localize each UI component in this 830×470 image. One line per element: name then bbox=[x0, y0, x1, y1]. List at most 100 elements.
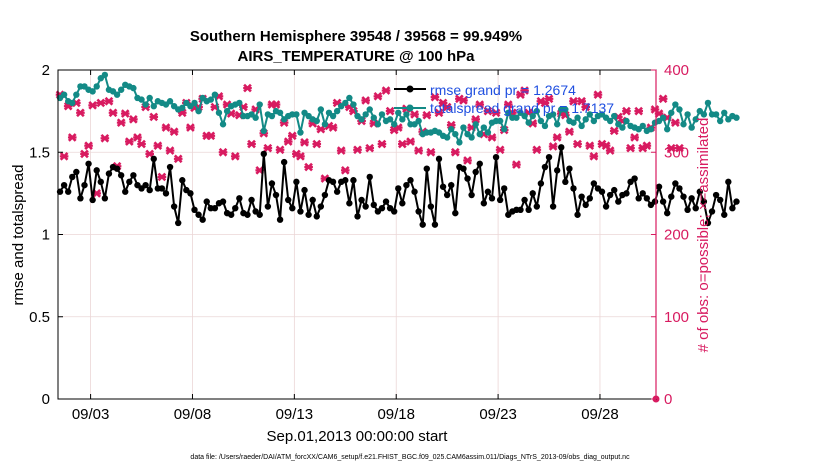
obs-point bbox=[622, 106, 631, 116]
spread-point bbox=[582, 116, 589, 123]
rmse-point bbox=[105, 170, 113, 177]
rmse-point bbox=[439, 183, 447, 190]
obs-point bbox=[483, 106, 493, 116]
spread-point bbox=[484, 129, 492, 136]
obs-point bbox=[230, 152, 240, 161]
rmse-point bbox=[64, 188, 72, 195]
obs-point bbox=[206, 131, 216, 141]
spread-point bbox=[688, 124, 695, 131]
obs-point bbox=[161, 123, 171, 132]
rmse-point bbox=[232, 204, 239, 212]
spread-point bbox=[721, 109, 728, 116]
rmse-point bbox=[537, 180, 545, 187]
rmse-point bbox=[708, 208, 716, 215]
y-left-tick-label: 0.5 bbox=[29, 309, 50, 326]
rmse-point bbox=[659, 198, 667, 205]
spread-point bbox=[399, 116, 406, 123]
spread-point bbox=[211, 91, 219, 98]
spread-point bbox=[146, 94, 153, 102]
rmse-point bbox=[333, 188, 341, 195]
spread-point bbox=[73, 91, 80, 98]
rmse-point bbox=[97, 178, 104, 186]
rmse-point bbox=[289, 204, 296, 212]
rmse-point bbox=[590, 180, 598, 187]
obs-point bbox=[671, 118, 680, 127]
rmse-point bbox=[85, 160, 92, 167]
obs-point bbox=[532, 145, 542, 155]
rmse-point bbox=[733, 198, 740, 205]
spread-point bbox=[525, 119, 532, 126]
rmse-point bbox=[549, 203, 557, 210]
rmse-point bbox=[415, 208, 422, 215]
rmse-point bbox=[460, 165, 467, 172]
obs-point bbox=[544, 94, 554, 104]
obs-point bbox=[520, 86, 529, 95]
rmse-point bbox=[166, 163, 174, 171]
rmse-point bbox=[476, 160, 483, 167]
rmse-point bbox=[443, 191, 451, 199]
rmse-point bbox=[684, 206, 691, 214]
rmse-point bbox=[606, 191, 614, 199]
spread-point bbox=[647, 126, 655, 133]
rmse-point bbox=[578, 193, 585, 200]
y-left-tick-label: 2 bbox=[42, 62, 50, 79]
rmse-point bbox=[175, 219, 182, 227]
rmse-point bbox=[378, 204, 386, 212]
rmse-point bbox=[89, 196, 96, 204]
spread-point bbox=[370, 114, 378, 121]
obs-point bbox=[385, 106, 395, 116]
obs-point bbox=[585, 141, 595, 150]
y-axis-right-label: # of obs: o=possible; ×=assimilated bbox=[695, 118, 712, 353]
spread-point bbox=[501, 126, 508, 133]
rmse-point bbox=[419, 221, 426, 228]
spread-point bbox=[659, 114, 667, 121]
rmse-point bbox=[611, 186, 618, 194]
spread-point bbox=[733, 114, 740, 121]
obs-point bbox=[149, 112, 159, 122]
obs-point bbox=[365, 143, 375, 153]
rmse-point bbox=[126, 178, 133, 186]
rmse-point bbox=[501, 185, 508, 192]
spread-point bbox=[586, 111, 593, 118]
obs-point bbox=[304, 162, 313, 172]
spread-point bbox=[89, 88, 96, 95]
legend-rmse-label: rmse grand pr = 1.2674 bbox=[430, 82, 576, 98]
rmse-point bbox=[93, 167, 100, 174]
obs-point bbox=[316, 124, 326, 134]
spread-point bbox=[541, 122, 549, 130]
rmse-point bbox=[187, 190, 194, 197]
obs-point bbox=[145, 149, 155, 159]
spread-point bbox=[672, 101, 679, 108]
rmse-point bbox=[525, 206, 532, 214]
rmse-point bbox=[150, 155, 157, 163]
obs-point bbox=[406, 137, 415, 146]
rmse-point bbox=[309, 196, 316, 204]
rmse-point bbox=[403, 181, 410, 189]
spread-point bbox=[578, 122, 585, 130]
rmse-point bbox=[264, 203, 272, 210]
obs-point bbox=[573, 139, 582, 149]
obs-point bbox=[463, 156, 472, 165]
rmse-point bbox=[472, 168, 479, 176]
rmse-point bbox=[541, 163, 549, 171]
spread-point bbox=[293, 111, 300, 118]
y-right-tick-label: 0 bbox=[664, 391, 672, 408]
rmse-point bbox=[712, 191, 720, 199]
spread-point bbox=[130, 84, 137, 92]
series-lines bbox=[56, 71, 740, 228]
rmse-point bbox=[480, 200, 488, 207]
y-right-tick-label: 400 bbox=[664, 62, 689, 79]
y-axis-left-label: rmse and totalspread bbox=[10, 165, 27, 306]
rmse-point bbox=[211, 204, 219, 212]
obs-point bbox=[548, 142, 558, 151]
obs-point bbox=[426, 147, 436, 157]
obs-point bbox=[133, 133, 142, 142]
rmse-point bbox=[668, 193, 675, 200]
spread-point bbox=[521, 112, 528, 120]
spread-point bbox=[570, 119, 577, 126]
obs-point bbox=[491, 108, 501, 118]
rmse-point bbox=[268, 180, 276, 187]
rmse-point bbox=[276, 216, 284, 223]
rmse-point bbox=[260, 150, 267, 158]
